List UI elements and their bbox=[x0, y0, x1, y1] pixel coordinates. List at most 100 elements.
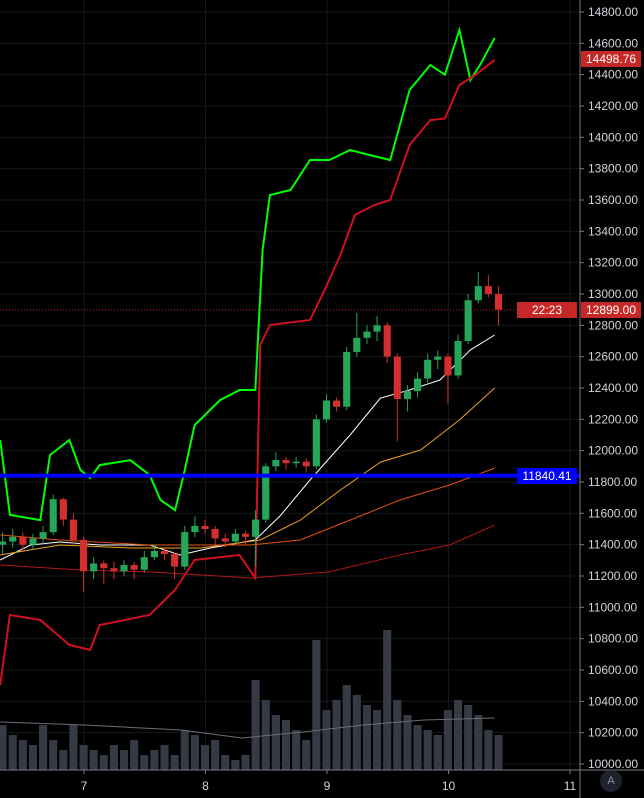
candle-body bbox=[363, 331, 371, 338]
volume-bar bbox=[119, 750, 129, 770]
candle-body bbox=[262, 466, 270, 520]
time-tick-label: 7 bbox=[81, 779, 88, 793]
indicator-line-4 bbox=[0, 467, 495, 546]
candle bbox=[434, 350, 442, 370]
volume-bar bbox=[362, 705, 372, 770]
candle bbox=[494, 286, 503, 326]
candle bbox=[393, 353, 401, 442]
indicator-line-1 bbox=[0, 59, 496, 686]
volume-bar bbox=[69, 725, 78, 770]
candle bbox=[353, 312, 361, 357]
candle bbox=[231, 528, 239, 545]
price-axis bbox=[580, 0, 644, 798]
volume-bar bbox=[130, 740, 139, 770]
candle bbox=[110, 561, 118, 580]
candle-body bbox=[292, 461, 300, 464]
candle-body bbox=[413, 378, 422, 392]
volume-bar bbox=[160, 745, 169, 770]
candle-body bbox=[90, 563, 98, 572]
volume-bar bbox=[271, 715, 280, 770]
candle-body bbox=[373, 325, 381, 332]
candle bbox=[59, 497, 67, 526]
candle bbox=[292, 456, 300, 468]
candle bbox=[39, 525, 47, 545]
candle-body bbox=[39, 532, 47, 539]
indicator-line-2 bbox=[0, 334, 495, 561]
price-tick-label: 14800.00 bbox=[588, 5, 638, 19]
candle-body bbox=[49, 499, 57, 533]
volume-bar bbox=[39, 725, 48, 770]
candle-body bbox=[120, 565, 128, 572]
candle-body bbox=[140, 557, 148, 570]
candle bbox=[150, 544, 158, 561]
candle-body bbox=[484, 286, 492, 294]
candle-body bbox=[100, 563, 108, 569]
candle bbox=[363, 325, 371, 345]
candle-body bbox=[221, 538, 229, 542]
candle bbox=[312, 414, 320, 470]
volume-ma-line bbox=[0, 717, 495, 739]
volume-bar bbox=[79, 745, 88, 770]
volume-bar bbox=[150, 750, 159, 770]
price-tick-label: 14200.00 bbox=[588, 99, 638, 113]
candle bbox=[130, 561, 138, 580]
candle-body bbox=[383, 325, 391, 357]
candle bbox=[241, 530, 250, 545]
candle-body bbox=[80, 539, 88, 572]
auto-scale-button[interactable]: A bbox=[600, 770, 622, 792]
price-tick-label: 11400.00 bbox=[588, 538, 637, 552]
volume-bar bbox=[281, 720, 291, 770]
volume-bar bbox=[18, 740, 27, 770]
candle bbox=[80, 536, 88, 592]
candle-body bbox=[424, 359, 432, 379]
volume-bar bbox=[352, 695, 361, 770]
volume-bar bbox=[89, 750, 98, 770]
candle bbox=[211, 525, 219, 545]
candle-body bbox=[181, 532, 189, 567]
candle bbox=[413, 372, 422, 398]
price-tick-label: 11600.00 bbox=[588, 506, 637, 520]
candle bbox=[333, 397, 341, 412]
candle-body bbox=[343, 351, 351, 407]
volume-bar bbox=[8, 735, 17, 770]
price-tick-label: 12400.00 bbox=[588, 381, 638, 395]
price-tick-label: 14600.00 bbox=[588, 36, 638, 50]
candle-body bbox=[444, 356, 452, 376]
indicator-line-3 bbox=[0, 387, 496, 556]
volume-bar bbox=[342, 685, 351, 770]
candle bbox=[221, 533, 229, 548]
candle bbox=[302, 458, 310, 473]
candle bbox=[29, 533, 37, 550]
candle bbox=[69, 513, 78, 545]
candle-body bbox=[160, 550, 169, 555]
candle bbox=[0, 532, 7, 555]
price-tick-label: 14400.00 bbox=[588, 68, 638, 82]
candle-body bbox=[150, 550, 158, 558]
candle bbox=[181, 525, 189, 570]
candle bbox=[90, 557, 98, 580]
price-tick-label: 11000.00 bbox=[588, 600, 637, 614]
time-axis bbox=[0, 770, 644, 798]
candle-body bbox=[464, 300, 472, 341]
price-tick-label: 12200.00 bbox=[588, 412, 638, 426]
candle bbox=[19, 532, 27, 551]
volume-bar bbox=[443, 710, 452, 770]
last-price-label: 12899.00 bbox=[581, 301, 641, 318]
candle-body bbox=[211, 528, 219, 539]
volume-bar bbox=[170, 755, 179, 770]
price-tick-label: 12000.00 bbox=[588, 444, 638, 458]
price-tick-label: 13400.00 bbox=[588, 224, 638, 238]
time-tick-label: 9 bbox=[324, 779, 331, 793]
price-tick-label: 10000.00 bbox=[588, 757, 638, 771]
volume-bar bbox=[231, 760, 240, 770]
volume-bar bbox=[332, 700, 341, 770]
volume-bar bbox=[261, 700, 270, 770]
candle bbox=[464, 293, 472, 345]
candle-body bbox=[252, 519, 260, 537]
candle bbox=[403, 384, 411, 412]
candle bbox=[343, 347, 351, 410]
candle bbox=[272, 452, 280, 472]
candle bbox=[383, 322, 391, 363]
candle-body bbox=[454, 340, 462, 376]
